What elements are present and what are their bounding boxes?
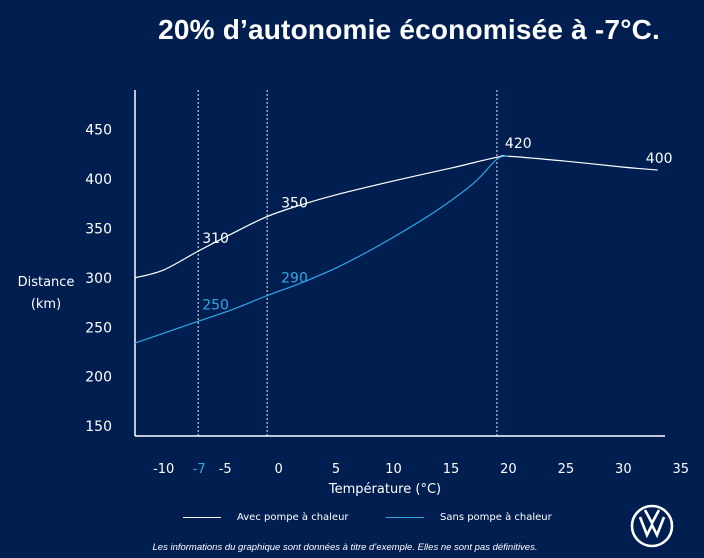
data-label: 400 xyxy=(646,151,673,167)
y-axis-label-line1: Distance xyxy=(17,275,75,290)
x-tick-label: 35 xyxy=(673,462,690,477)
legend-item-without-heat-pump: Sans pompe à chaleur xyxy=(386,512,552,523)
data-label: 310 xyxy=(202,231,229,247)
x-tick-label: 20 xyxy=(500,462,517,477)
footnote: Les informations du graphique sont donné… xyxy=(152,542,538,553)
series-line-0 xyxy=(134,155,658,279)
y-tick-label: 150 xyxy=(85,419,112,435)
x-tick-label: 15 xyxy=(443,462,460,477)
x-axis-label: Température (°C) xyxy=(328,482,442,497)
data-label: 420 xyxy=(505,136,532,152)
x-tick-label: 5 xyxy=(332,462,340,477)
data-label: 290 xyxy=(281,271,308,287)
y-tick-label: 200 xyxy=(85,370,112,386)
x-tick-label: 10 xyxy=(385,462,402,477)
x-tick-label: 30 xyxy=(615,462,632,477)
legend-item-with-heat-pump: Avec pompe à chaleur xyxy=(183,512,349,523)
x-tick-label: -10 xyxy=(153,462,174,477)
x-tick-label: 0 xyxy=(274,462,282,477)
y-tick-label: 450 xyxy=(85,123,112,139)
chart-title: 20% d’autonomie économisée à -7°C. xyxy=(158,14,660,45)
x-tick-label-highlight: -7 xyxy=(193,462,206,477)
x-tick-label: 25 xyxy=(558,462,575,477)
legend-swatch-with-heat-pump xyxy=(183,517,221,518)
y-axis-label-line2: (km) xyxy=(30,297,62,312)
legend-label-with-heat-pump: Avec pompe à chaleur xyxy=(237,512,349,523)
legend-swatch-without-heat-pump xyxy=(386,517,424,518)
y-tick-label: 350 xyxy=(85,221,112,237)
y-tick-label: 300 xyxy=(85,271,112,287)
y-tick-label: 400 xyxy=(85,172,112,188)
chart: 150 200 250 300 350 400 450 -10 -5 0 5 10 15 20 25 30 35… xyxy=(85,90,690,477)
series-line-1 xyxy=(134,155,509,344)
y-tick-label: 250 xyxy=(85,320,112,336)
legend-label-without-heat-pump: Sans pompe à chaleur xyxy=(440,512,552,523)
x-tick-label: -5 xyxy=(219,462,232,477)
data-label: 250 xyxy=(202,297,229,313)
y-axis-label: Distance (km) xyxy=(16,272,76,316)
data-label: 350 xyxy=(281,196,308,212)
volkswagen-logo xyxy=(630,504,674,548)
